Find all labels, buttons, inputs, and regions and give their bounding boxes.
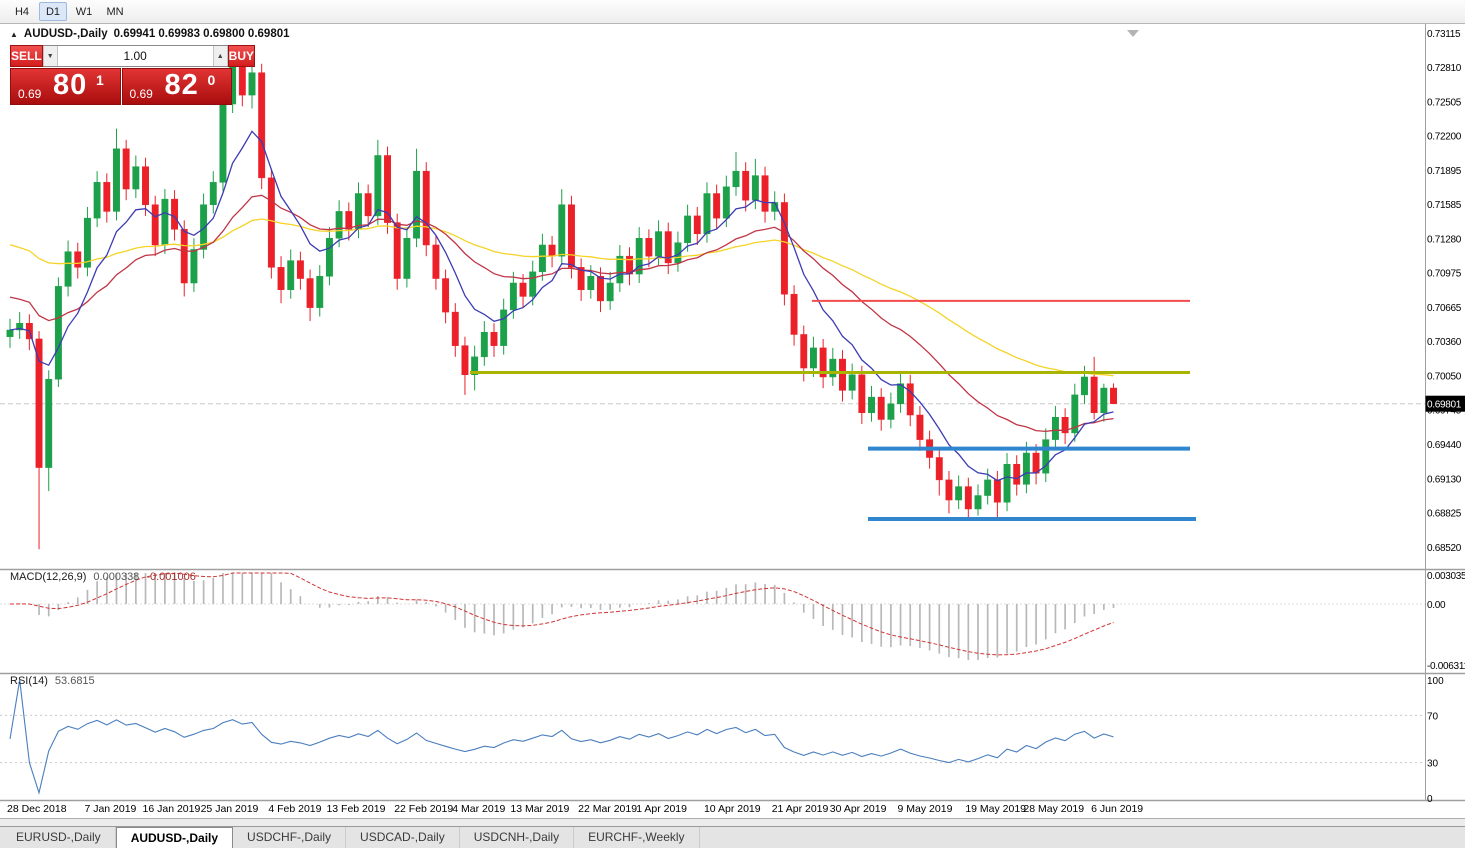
volume-increase-button[interactable]: ▲	[212, 46, 228, 66]
svg-text:0.69440: 0.69440	[1427, 440, 1462, 451]
sell-button[interactable]: SELL	[10, 45, 43, 67]
svg-text:13 Mar 2019: 13 Mar 2019	[510, 803, 569, 815]
timeframe-button-d1[interactable]: D1	[39, 2, 67, 21]
svg-text:16 Jan 2019: 16 Jan 2019	[143, 803, 201, 815]
svg-text:70: 70	[1427, 711, 1439, 722]
svg-text:0.68825: 0.68825	[1427, 509, 1462, 520]
timeframe-toolbar: H4 D1 W1 MN	[0, 0, 1465, 24]
buy-price-base: 0.69	[129, 87, 153, 101]
ma-24-line	[9, 194, 1114, 433]
svg-text:21 Apr 2019: 21 Apr 2019	[772, 803, 829, 815]
svg-text:7 Jan 2019: 7 Jan 2019	[84, 803, 136, 815]
svg-text:13 Feb 2019: 13 Feb 2019	[326, 803, 385, 815]
one-click-trading-panel: SELL ▼ ▲ BUY 0.69 80 1 0.69 82 0	[10, 45, 256, 105]
symbol-tab-eurchfweekly[interactable]: EURCHF-,Weekly	[574, 827, 700, 848]
symbol-tabbar: EURUSD-,Daily AUDUSD-,Daily USDCHF-,Daily U…	[0, 826, 1465, 848]
svg-text:28 May 2019: 28 May 2019	[1023, 803, 1084, 815]
macd-pane	[0, 572, 1425, 661]
candles-layer	[6, 45, 1117, 550]
ma-55-line	[9, 218, 1114, 377]
symbol-tab-audusddaily[interactable]: AUDUSD-,Daily	[115, 827, 234, 848]
sell-price-base: 0.69	[18, 87, 42, 101]
symbol-tab-usdchfdaily[interactable]: USDCHF-,Daily	[233, 827, 347, 848]
chart-title: ▲ AUDUSD-,Daily 0.69941 0.69983 0.69800 …	[10, 28, 290, 40]
timeframe-button-mn[interactable]: MN	[101, 2, 129, 21]
rsi-name: RSI(14)	[10, 675, 48, 687]
svg-text:0.72200: 0.72200	[1427, 132, 1462, 143]
current-price-label: 0.69801	[1427, 400, 1462, 411]
svg-text:4 Feb 2019: 4 Feb 2019	[268, 803, 321, 815]
svg-text:4 Mar 2019: 4 Mar 2019	[452, 803, 505, 815]
rsi-indicator-label: RSI(14) 53.6815	[10, 675, 95, 687]
buy-price-sup: 0	[207, 72, 216, 88]
svg-text:1 Apr 2019: 1 Apr 2019	[636, 803, 687, 815]
sell-price-display[interactable]: 0.69 80 1	[10, 68, 121, 105]
rsi-scale[interactable]: 100 70 30 0	[1427, 676, 1444, 805]
ma-8-line	[9, 130, 1114, 482]
symbol-tab-usdcnhdaily[interactable]: USDCNH-,Daily	[460, 827, 575, 848]
trade-panel-buttons-row: SELL ▼ ▲ BUY	[10, 45, 256, 67]
svg-text:-0.006311: -0.006311	[1427, 661, 1465, 672]
chart-symbol-label: AUDUSD-,Daily	[23, 28, 108, 40]
trade-panel-prices-row: 0.69 80 1 0.69 82 0	[10, 68, 232, 105]
svg-text:0.70665: 0.70665	[1427, 303, 1462, 314]
timeframe-button-w1[interactable]: W1	[70, 2, 98, 21]
timeframe-button-h4[interactable]: H4	[8, 2, 36, 21]
volume-control: ▼ ▲	[42, 45, 228, 67]
timeframe-buttons: H4 D1 W1 MN	[8, 2, 129, 21]
buy-price-display[interactable]: 0.69 82 0	[121, 68, 232, 105]
sell-price-big: 80	[53, 69, 88, 101]
macd-indicator-label: MACD(12,26,9) 0.000338 -0.001006	[10, 571, 196, 583]
macd-main-value: 0.000338	[93, 571, 140, 583]
svg-text:0.70050: 0.70050	[1427, 371, 1462, 382]
symbol-tab-usdcaddaily[interactable]: USDCAD-,Daily	[346, 827, 460, 848]
svg-text:100: 100	[1427, 676, 1444, 687]
svg-text:28 Dec 2018: 28 Dec 2018	[7, 803, 67, 815]
date-axis[interactable]: 28 Dec 2018 7 Jan 2019 16 Jan 2019 25 Jan 2…	[7, 803, 1143, 815]
svg-text:22 Mar 2019: 22 Mar 2019	[578, 803, 637, 815]
svg-text:0.00: 0.00	[1427, 600, 1446, 611]
pane-separators	[0, 24, 1465, 802]
macd-name: MACD(12,26,9)	[10, 571, 87, 583]
svg-text:30 Apr 2019: 30 Apr 2019	[830, 803, 887, 815]
svg-text:0.71280: 0.71280	[1427, 234, 1462, 245]
svg-text:0.72810: 0.72810	[1427, 63, 1462, 74]
price-scale[interactable]: 0.73115 0.72810 0.72505 0.72200 0.71895 0.715…	[1425, 29, 1465, 554]
macd-signal-value: -0.001006	[146, 571, 196, 583]
svg-text:0.71895: 0.71895	[1427, 166, 1462, 177]
rsi-pane	[0, 679, 1425, 795]
svg-text:0.69130: 0.69130	[1427, 474, 1462, 485]
macd-signal-line	[9, 572, 1114, 656]
svg-text:9 May 2019: 9 May 2019	[898, 803, 953, 815]
svg-text:0.72505: 0.72505	[1427, 97, 1462, 108]
buy-button[interactable]: BUY	[227, 45, 256, 67]
chart-canvas[interactable]: 0.73115 0.72810 0.72505 0.72200 0.71895 0.715…	[0, 24, 1465, 824]
window-bottom-strip	[0, 818, 1465, 826]
rsi-value: 53.6815	[54, 675, 95, 687]
svg-text:22 Feb 2019: 22 Feb 2019	[394, 803, 453, 815]
volume-decrease-button[interactable]: ▼	[42, 46, 58, 66]
svg-text:30: 30	[1427, 759, 1439, 770]
chart-shift-marker	[1127, 30, 1139, 37]
svg-text:19 May 2019: 19 May 2019	[965, 803, 1026, 815]
svg-text:0: 0	[1427, 794, 1433, 805]
svg-text:0.70975: 0.70975	[1427, 269, 1462, 280]
svg-text:0.68520: 0.68520	[1427, 543, 1462, 554]
rsi-line	[9, 679, 1114, 795]
panel-collapse-icon[interactable]: ▲	[10, 29, 18, 39]
chart-ohlc-values: 0.69941 0.69983 0.69800 0.69801	[113, 28, 290, 40]
svg-text:6 Jun 2019: 6 Jun 2019	[1091, 803, 1143, 815]
svg-text:0.003035: 0.003035	[1427, 571, 1465, 582]
symbol-tab-eurusddaily[interactable]: EURUSD-,Daily	[2, 827, 116, 848]
svg-text:0.71585: 0.71585	[1427, 200, 1462, 211]
svg-text:0.73115: 0.73115	[1427, 29, 1461, 40]
sell-price-sup: 1	[96, 72, 104, 88]
svg-text:0.70360: 0.70360	[1427, 337, 1462, 348]
buy-price-big: 82	[164, 69, 199, 101]
macd-scale[interactable]: 0.003035 0.00 -0.006311	[1427, 571, 1465, 672]
volume-input[interactable]	[57, 46, 213, 66]
svg-text:25 Jan 2019: 25 Jan 2019	[201, 803, 259, 815]
svg-text:10 Apr 2019: 10 Apr 2019	[704, 803, 761, 815]
